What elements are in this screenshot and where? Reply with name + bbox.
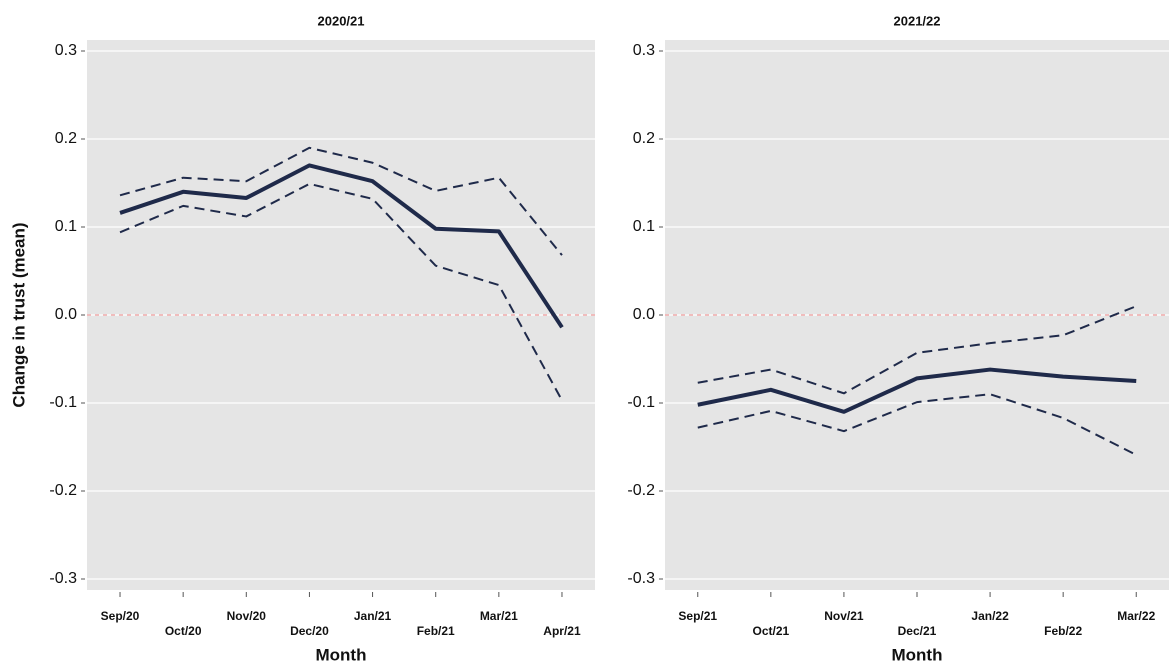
- x-tick-label: Dec/20: [290, 624, 329, 638]
- y-tick-label: 0.1: [55, 218, 77, 235]
- x-tick-label: Jan/22: [971, 609, 1009, 623]
- y-tick-label: 0.2: [633, 130, 655, 147]
- confidence-line: [119, 146, 563, 256]
- panel-title: 2021/22: [894, 13, 941, 28]
- x-tick-label: Feb/21: [417, 624, 455, 638]
- x-axis-label: Month: [316, 645, 367, 664]
- y-tick-label: -0.1: [49, 394, 77, 411]
- y-tick-label: -0.2: [627, 482, 655, 499]
- x-tick-label: Oct/20: [165, 624, 202, 638]
- y-axis-label: Change in trust (mean): [9, 222, 28, 407]
- y-tick-label: -0.3: [627, 570, 655, 587]
- y-tick-label: -0.1: [627, 394, 655, 411]
- x-tick-label: Nov/20: [227, 609, 267, 623]
- mean-line: [119, 163, 564, 329]
- y-tick-label: -0.2: [49, 482, 77, 499]
- y-tick-label: 0.0: [55, 306, 77, 323]
- x-tick-label: Mar/21: [480, 609, 518, 623]
- panel-title: 2020/21: [318, 13, 365, 28]
- mean-line: [697, 367, 1137, 414]
- y-tick-label: 0.0: [633, 306, 655, 323]
- x-tick-label: Oct/21: [752, 624, 789, 638]
- x-tick-label: Nov/21: [824, 609, 864, 623]
- x-tick-label: Feb/22: [1044, 624, 1082, 638]
- x-tick-label: Jan/21: [354, 609, 392, 623]
- y-tick-label: 0.3: [55, 42, 77, 59]
- y-tick-label: 0.1: [633, 218, 655, 235]
- x-tick-label: Sep/20: [101, 609, 140, 623]
- x-tick-label: Dec/21: [898, 624, 937, 638]
- y-tick-label: 0.3: [633, 42, 655, 59]
- y-tick-label: 0.2: [55, 130, 77, 147]
- confidence-line: [697, 393, 1137, 456]
- x-tick-label: Mar/22: [1117, 609, 1155, 623]
- x-tick-label: Sep/21: [678, 609, 717, 623]
- x-tick-label: Apr/21: [543, 624, 581, 638]
- x-axis-label: Month: [892, 645, 943, 664]
- y-tick-label: -0.3: [49, 570, 77, 587]
